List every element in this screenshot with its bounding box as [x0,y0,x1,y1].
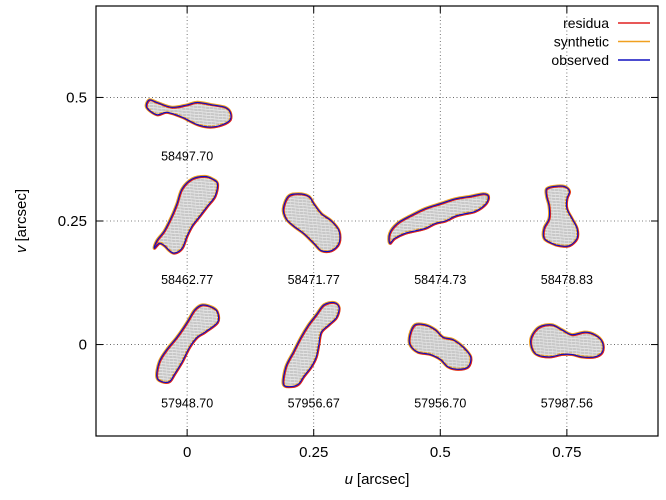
texture-line [409,343,471,350]
texture-line [565,185,574,247]
texture-line [553,324,558,358]
epoch-label: 58462.77 [161,273,213,287]
texture-line [549,324,554,358]
texture-line [283,221,340,228]
texture-line [543,235,578,239]
x-tick-label: 0.25 [299,444,328,461]
y-tick-label: 0 [79,337,87,354]
epoch-label: 58474.73 [414,273,466,287]
texture-line [530,346,604,354]
legend-entry-synthetic: synthetic [554,34,650,50]
legend-label: synthetic [554,34,609,50]
epoch-label: 58478.83 [541,273,593,287]
residua-outline [156,304,221,384]
observed-outline [145,99,232,128]
residua-outline [146,99,233,129]
texture-line [283,218,340,225]
y-axis-label: v[arcsec] [13,189,30,253]
texture-line [541,324,546,358]
texture-line [549,185,558,247]
grid-lines [96,6,658,436]
observed-outline [153,175,219,254]
legend: residua synthetic observed [551,15,650,68]
observed-outline [282,193,341,253]
residua-outline [388,193,490,245]
y-tick-label: 0.5 [66,89,87,106]
epoch-label: 57948.70 [161,397,213,411]
x-tick-label: 0 [183,444,191,461]
texture-line [530,343,604,351]
texture-line [309,193,317,252]
texture-line [543,232,578,236]
epoch-label: 57987.56 [541,397,593,411]
legend-entry-residua: residua [563,15,650,31]
texture-line [156,380,219,383]
texture-line [561,185,570,247]
x-tick-label: 0.5 [430,444,451,461]
epoch-label: 58497.70 [161,149,213,163]
texture-line [545,324,550,358]
legend-label: observed [551,52,609,68]
legend-entry-observed: observed [551,52,650,68]
texture-line [146,103,231,112]
observed-outline [156,304,220,383]
texture-line [557,324,562,358]
epoch-label: 57956.67 [288,397,340,411]
observed-outline [530,324,604,358]
texture-line [214,304,219,383]
y-tick-label: 0.25 [58,213,87,230]
ticks [96,6,658,436]
observed-outline [282,301,340,388]
texture-line [553,185,562,247]
epoch-label: 58471.77 [288,273,340,287]
texture-line [146,109,231,118]
texture-line [557,185,566,247]
tick-labels: 0 0.25 0.5 0.75 0 0.25 0.5 [58,89,582,461]
observed-outline [388,193,490,244]
texture-line [530,349,604,357]
legend-label: residua [563,15,609,31]
x-axis-label: u [arcsec] [345,471,410,488]
residua-outline [282,302,341,389]
texture-line [409,349,471,356]
texture-line [146,106,231,115]
epoch-label: 57956.70 [414,397,466,411]
texture-line [543,229,578,233]
observed-outline [408,323,472,370]
x-tick-label: 0.75 [552,444,581,461]
observed-outline [542,185,579,247]
texture-line [543,226,578,230]
